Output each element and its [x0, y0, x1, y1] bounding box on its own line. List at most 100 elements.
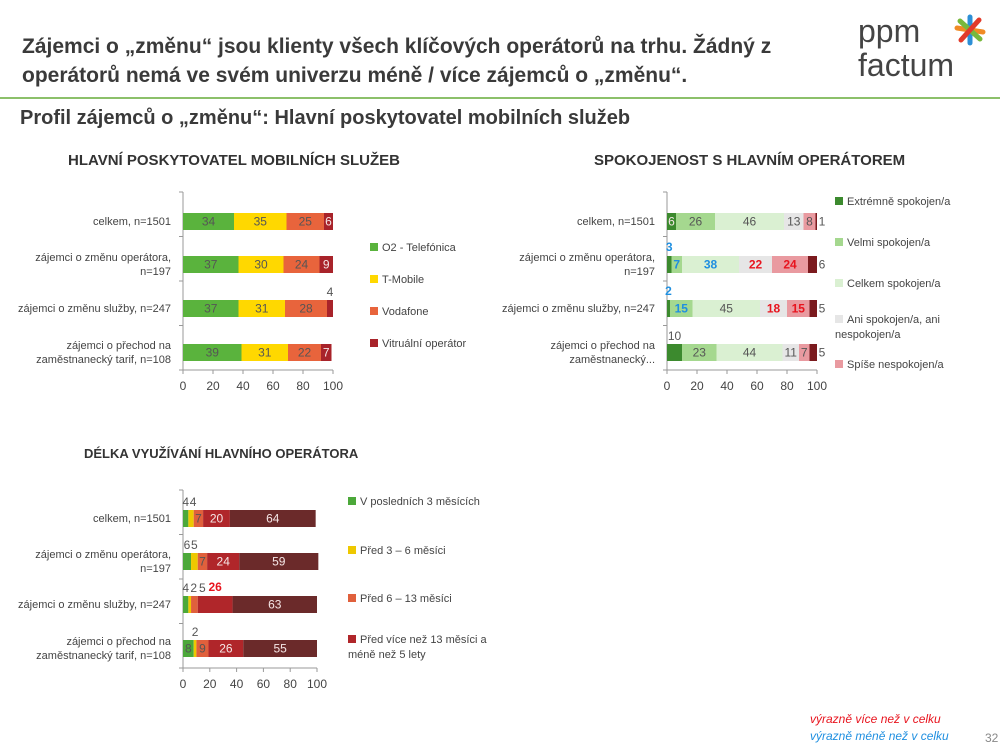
bar-segment: [319, 256, 333, 273]
bar-value-label: 6: [325, 215, 332, 229]
bar-value-label: 2: [665, 284, 672, 298]
x-tick-label: 20: [690, 379, 704, 393]
legend-swatch: [835, 279, 843, 287]
bar-segment: [286, 213, 324, 230]
legend-label: V posledních 3 měsících: [360, 496, 480, 508]
legend-swatch: [348, 546, 356, 554]
bar-segment: [191, 553, 198, 570]
x-tick-label: 0: [664, 379, 671, 393]
x-tick-label: 100: [323, 379, 343, 393]
bar-value-label: 7: [323, 346, 330, 360]
bar-value-label: 4: [327, 285, 334, 299]
bar-value-label: 15: [792, 302, 806, 316]
legend-less-note: výrazně méně než v celku: [810, 729, 949, 743]
bar-segment: [772, 256, 808, 273]
bar-value-label: 15: [675, 302, 689, 316]
bar-value-label: 5: [819, 302, 826, 316]
legend-swatch: [835, 238, 843, 246]
x-tick-label: 80: [296, 379, 310, 393]
bar-value-label: 28: [299, 302, 313, 316]
x-tick-label: 60: [266, 379, 280, 393]
bar-value-label: 5: [199, 581, 206, 595]
bar-segment: [191, 596, 198, 613]
bar-segment: [288, 344, 321, 361]
bar-value-label: 31: [255, 302, 269, 316]
bar-value-label: 45: [720, 302, 734, 316]
category-label: zájemci o přechod na zaměstnanecký...: [550, 339, 655, 366]
bar-value-label: 9: [323, 258, 330, 272]
bar-segment: [193, 640, 197, 657]
x-tick-label: 40: [720, 379, 734, 393]
bar-value-label: 26: [208, 580, 222, 594]
bar-segment: [188, 510, 194, 527]
bar-value-label: 13: [787, 215, 801, 229]
bar-segment: [782, 344, 799, 361]
bar-value-label: 22: [298, 346, 312, 360]
category-label: zájemci o změnu služby, n=247: [18, 598, 171, 611]
bar-segment: [667, 213, 676, 230]
bar-value-label: 25: [299, 215, 313, 229]
slide-subtitle: Profil zájemců o „změnu“: Hlavní poskyto…: [20, 107, 631, 129]
page-number: 32: [985, 731, 999, 745]
bar-segment: [692, 300, 760, 317]
bar-segment: [682, 256, 739, 273]
legend-item: Extrémně spokojen/a: [835, 195, 985, 210]
bar-segment: [239, 553, 319, 570]
bar-segment: [234, 213, 287, 230]
bar-segment: [670, 300, 693, 317]
x-tick-label: 100: [807, 379, 827, 393]
category-label: zájemci o změnu služby, n=247: [502, 302, 655, 315]
bar-value-label: 8: [185, 642, 192, 656]
legend-swatch: [348, 497, 356, 505]
logo-asterisk-icon: [954, 14, 986, 46]
x-tick-label: 40: [236, 379, 250, 393]
x-tick-label: 80: [780, 379, 794, 393]
bar-value-label: 37: [204, 302, 218, 316]
category-label: celkem, n=1501: [93, 215, 171, 228]
legend-swatch: [370, 275, 378, 283]
bar-value-label: 23: [693, 346, 707, 360]
chart3-title: DÉLKA VYUŽÍVÁNÍ HLAVNÍHO OPERÁTORA: [84, 446, 359, 461]
bar-segment: [183, 300, 239, 317]
bar-segment: [760, 300, 787, 317]
category-label: zájemci o změnu operátora, n=197: [35, 251, 171, 278]
legend-swatch: [835, 197, 843, 205]
bar-segment: [803, 213, 816, 230]
legend-item: Spíše nespokojen/a: [835, 358, 985, 373]
category-label: zájemci o přechod na zaměstnanecký tarif…: [36, 635, 171, 662]
legend-item: T-Mobile: [370, 273, 485, 288]
bar-segment: [238, 256, 284, 273]
bar-segment: [682, 344, 717, 361]
bar-segment: [667, 256, 672, 273]
bar-value-label: 10: [668, 329, 682, 343]
bar-value-label: 44: [743, 346, 757, 360]
legend-more-note: výrazně více než v celku: [810, 712, 941, 726]
legend-item: V posledních 3 měsících: [348, 495, 498, 510]
chart2-title: SPOKOJENOST S HLAVNÍM OPERÁTOREM: [594, 152, 906, 169]
x-tick-label: 40: [230, 677, 244, 691]
legend-swatch: [348, 594, 356, 602]
bar-segment: [197, 553, 208, 570]
bar-value-label: 3: [666, 240, 673, 254]
legend-label: Extrémně spokojen/a: [847, 196, 951, 208]
bar-value-label: 30: [254, 258, 268, 272]
bar-value-label: 26: [219, 642, 233, 656]
bar-segment: [321, 344, 332, 361]
bar-segment: [667, 344, 682, 361]
bar-value-label: 7: [801, 346, 808, 360]
bar-value-label: 55: [273, 642, 287, 656]
legend-item: Ani spokojen/a, ani nespokojen/a: [835, 313, 985, 343]
legend-item: O2 - Telefónica: [370, 241, 485, 256]
bar-segment: [232, 596, 317, 613]
x-tick-label: 20: [206, 379, 220, 393]
bar-segment: [183, 640, 194, 657]
x-tick-label: 100: [307, 677, 327, 691]
bar-segment: [241, 344, 288, 361]
bar-segment: [197, 596, 233, 613]
bar-value-label: 20: [210, 512, 224, 526]
bar-value-label: 39: [206, 346, 220, 360]
bar-segment: [808, 256, 817, 273]
legend-label: Před 3 – 6 měsíci: [360, 545, 446, 557]
bar-segment: [183, 256, 239, 273]
bar-value-label: 9: [199, 642, 206, 656]
